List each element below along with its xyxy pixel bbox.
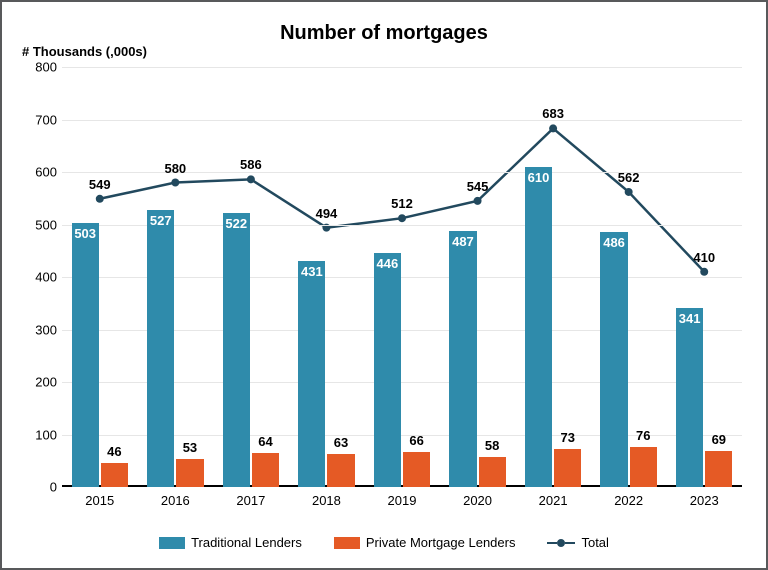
xtick-label: 2018 xyxy=(312,493,341,508)
xtick-label: 2019 xyxy=(388,493,417,508)
legend-line-total xyxy=(547,539,575,547)
plot-area: 0100200300400500600700800201520162017201… xyxy=(62,67,742,487)
ytick-label: 400 xyxy=(35,270,57,285)
legend-label-private: Private Mortgage Lenders xyxy=(366,535,516,550)
bar-value-label: 53 xyxy=(183,440,197,455)
gridline xyxy=(62,67,742,68)
bar xyxy=(449,231,476,487)
bar-value-label: 487 xyxy=(452,234,474,249)
xtick-label: 2021 xyxy=(539,493,568,508)
bar-value-label: 446 xyxy=(377,256,399,271)
xtick-label: 2023 xyxy=(690,493,719,508)
ytick-label: 700 xyxy=(35,112,57,127)
bar-value-label: 76 xyxy=(636,428,650,443)
ytick-label: 200 xyxy=(35,375,57,390)
bar xyxy=(101,463,128,487)
bar-value-label: 64 xyxy=(258,434,272,449)
chart-container: Number of mortgages # Thousands (,000s) … xyxy=(0,0,768,570)
chart-title: Number of mortgages xyxy=(2,22,766,45)
xtick-label: 2017 xyxy=(236,493,265,508)
bar xyxy=(479,457,506,487)
bar-value-label: 46 xyxy=(107,444,121,459)
bar-value-label: 66 xyxy=(409,433,423,448)
xtick-label: 2022 xyxy=(614,493,643,508)
bar xyxy=(72,223,99,487)
total-value-label: 545 xyxy=(467,179,489,194)
legend: Traditional Lenders Private Mortgage Len… xyxy=(2,535,766,550)
total-marker xyxy=(247,175,255,183)
total-value-label: 562 xyxy=(618,170,640,185)
bar xyxy=(676,308,703,487)
bar-value-label: 610 xyxy=(528,170,550,185)
total-value-label: 683 xyxy=(542,106,564,121)
total-marker xyxy=(398,214,406,222)
bar xyxy=(327,454,354,487)
bar xyxy=(525,167,552,487)
xtick-label: 2016 xyxy=(161,493,190,508)
bar-value-label: 503 xyxy=(74,226,96,241)
bar-value-label: 527 xyxy=(150,213,172,228)
legend-item-total: Total xyxy=(547,535,608,550)
total-marker xyxy=(625,188,633,196)
ytick-label: 100 xyxy=(35,427,57,442)
bar xyxy=(403,452,430,487)
total-value-label: 512 xyxy=(391,196,413,211)
bar xyxy=(298,261,325,487)
legend-label-traditional: Traditional Lenders xyxy=(191,535,302,550)
ytick-label: 0 xyxy=(50,480,57,495)
bar xyxy=(147,210,174,487)
legend-label-total: Total xyxy=(581,535,608,550)
total-value-label: 549 xyxy=(89,177,111,192)
bar xyxy=(705,451,732,487)
bar xyxy=(223,213,250,487)
bar xyxy=(176,459,203,487)
ytick-label: 300 xyxy=(35,322,57,337)
total-marker xyxy=(474,197,482,205)
ytick-label: 500 xyxy=(35,217,57,232)
gridline xyxy=(62,120,742,121)
bar xyxy=(252,453,279,487)
xtick-label: 2020 xyxy=(463,493,492,508)
bar-value-label: 63 xyxy=(334,435,348,450)
total-marker xyxy=(96,195,104,203)
bar xyxy=(374,253,401,487)
total-marker xyxy=(549,124,557,132)
total-marker xyxy=(171,179,179,187)
bar-value-label: 58 xyxy=(485,438,499,453)
total-marker xyxy=(700,268,708,276)
legend-swatch-private xyxy=(334,537,360,549)
yaxis-label: # Thousands (,000s) xyxy=(22,44,147,59)
total-value-label: 494 xyxy=(316,206,338,221)
legend-swatch-traditional xyxy=(159,537,185,549)
legend-item-traditional: Traditional Lenders xyxy=(159,535,302,550)
bar xyxy=(630,447,657,487)
bar-value-label: 486 xyxy=(603,235,625,250)
total-value-label: 586 xyxy=(240,157,262,172)
total-value-label: 580 xyxy=(164,161,186,176)
legend-item-private: Private Mortgage Lenders xyxy=(334,535,516,550)
bar-value-label: 431 xyxy=(301,264,323,279)
ytick-label: 800 xyxy=(35,60,57,75)
bar-value-label: 69 xyxy=(712,432,726,447)
bar-value-label: 341 xyxy=(679,311,701,326)
total-value-label: 410 xyxy=(693,250,715,265)
xtick-label: 2015 xyxy=(85,493,114,508)
ytick-label: 600 xyxy=(35,165,57,180)
bar xyxy=(554,449,581,487)
bar xyxy=(600,232,627,487)
bar-value-label: 73 xyxy=(560,430,574,445)
bar-value-label: 522 xyxy=(225,216,247,231)
